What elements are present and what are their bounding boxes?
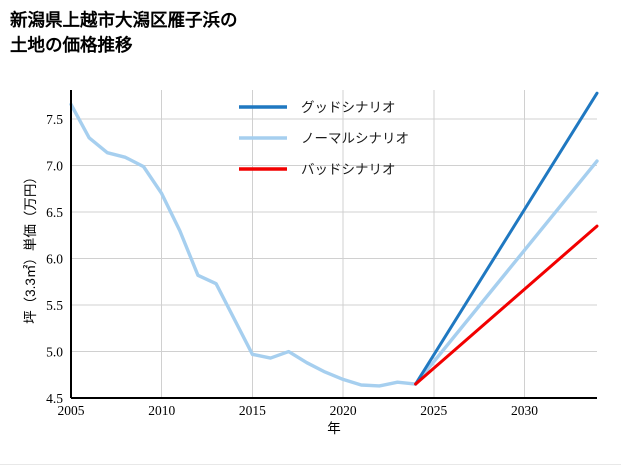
x-tick-label: 2030 [511, 403, 538, 418]
x-tick-label: 2010 [148, 403, 175, 418]
y-axis-ticks: 4.5 5.0 5.5 6.0 6.5 7.0 7.5 [46, 112, 63, 406]
y-tick-label: 5.0 [46, 345, 63, 360]
x-tick-label: 2025 [420, 403, 447, 418]
legend-label: バッドシナリオ [301, 162, 396, 177]
x-tick-label: 2020 [330, 403, 357, 418]
legend-label: ノーマルシナリオ [301, 131, 409, 146]
series-line-bad [414, 224, 599, 386]
y-tick-label: 4.5 [46, 391, 63, 406]
series-group [69, 91, 599, 388]
y-tick-label: 5.5 [46, 298, 63, 313]
x-tick-label: 2005 [58, 403, 85, 418]
y-axis-title: 坪（3.3㎡）単価（万円） [23, 170, 38, 324]
series-line-normal [69, 102, 599, 388]
axis-spines [69, 90, 597, 400]
y-tick-label: 7.0 [46, 159, 63, 174]
legend-label: グッドシナリオ [301, 100, 396, 115]
y-tick-label: 6.0 [46, 252, 63, 267]
x-axis-title: 年 [327, 421, 341, 436]
y-tick-label: 6.5 [46, 205, 63, 220]
y-tick-label: 7.5 [46, 112, 63, 127]
x-tick-label: 2015 [239, 403, 266, 418]
chart-title: 新潟県上越市大潟区雁子浜の 土地の価格推移 [10, 10, 238, 55]
x-axis-ticks: 2005 2010 2015 2020 2025 2030 [58, 403, 539, 418]
series-line-good [414, 91, 599, 386]
